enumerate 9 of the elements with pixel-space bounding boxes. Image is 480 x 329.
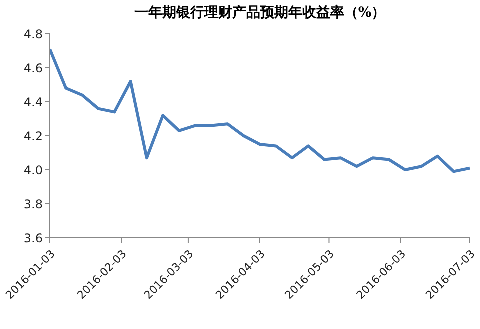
y-tick-label: 4.0	[24, 163, 43, 178]
y-tick-label: 4.8	[24, 27, 43, 42]
y-tick-label: 3.6	[24, 231, 43, 246]
chart-title: 一年期银行理财产品预期年收益率（%）	[133, 4, 387, 22]
y-tick-label: 3.8	[24, 197, 43, 212]
line-series	[50, 48, 470, 174]
y-tick-label: 4.6	[24, 61, 43, 76]
y-tick-label: 4.2	[24, 129, 43, 144]
y-tick-label: 4.4	[24, 95, 43, 110]
